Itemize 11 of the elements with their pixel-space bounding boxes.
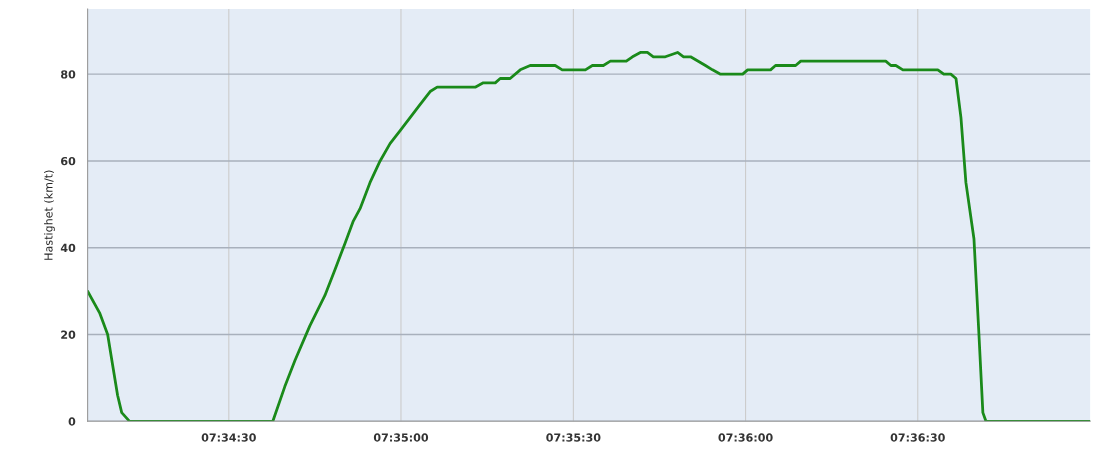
x-tick-label: 07:36:30 xyxy=(890,433,945,442)
x-tick-label: 07:35:00 xyxy=(373,433,429,442)
y-tick-label: 0 xyxy=(68,417,76,426)
x-tick-label: 07:34:30 xyxy=(201,433,256,442)
y-tick-label: 80 xyxy=(61,70,76,79)
y-tick-label: 40 xyxy=(60,243,76,253)
y-tick-label: 60 xyxy=(61,156,76,166)
x-tick-label: 07:35:30 xyxy=(546,433,601,442)
y-tick-label: 20 xyxy=(61,330,76,339)
y-axis-title: Hastighet (km/t) xyxy=(44,170,55,260)
x-tick-label: 07:36:00 xyxy=(718,433,773,442)
